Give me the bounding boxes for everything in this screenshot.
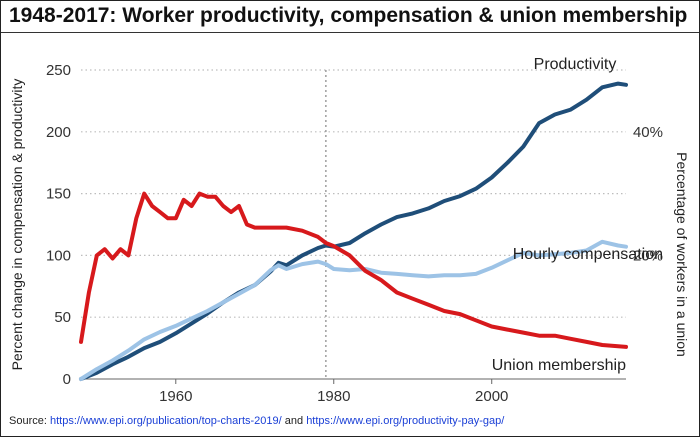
series-label-hourly-compensation: Hourly compensation (513, 246, 663, 263)
source-middle: and (281, 415, 307, 427)
chart-title: 1948-2017: Worker productivity, compensa… (9, 4, 688, 27)
x-tick-label-1980: 1980 (317, 388, 350, 405)
y-tick-label-150: 150 (46, 186, 71, 203)
y-tick-label-0: 0 (63, 371, 71, 388)
y-tick-label-100: 100 (46, 247, 71, 264)
series-line-productivity (79, 81, 628, 381)
series-label-union-membership: Union membership (492, 357, 626, 374)
x-tick-label-2000: 2000 (475, 388, 508, 405)
y-tick-label-250: 250 (46, 62, 71, 79)
series-line-union-membership (79, 191, 628, 349)
title-divider (1, 32, 699, 33)
source-prefix: Source: (9, 415, 50, 427)
y-tick-label-50: 50 (54, 309, 71, 326)
source-link-top-charts[interactable]: https://www.epi.org/publication/top-char… (49, 415, 282, 427)
x-tick-label-1960: 1960 (159, 388, 192, 405)
y-axis-title: Percent change in compensation & product… (9, 79, 25, 371)
y2-tick-label-40: 40% (633, 124, 663, 141)
y2-tick-label-20: 20% (633, 247, 663, 264)
source-note: Source: https://www.epi.org/publication/… (9, 415, 689, 427)
series-line-hourly-compensation (79, 239, 628, 381)
y-tick-label-200: 200 (46, 124, 71, 141)
series-label-productivity: Productivity (534, 56, 617, 73)
y2-axis-title: Percentage of workers in a union (674, 152, 690, 357)
source-link-productivity-pay-gap[interactable]: https://www.epi.org/productivity-pay-gap… (306, 415, 505, 427)
